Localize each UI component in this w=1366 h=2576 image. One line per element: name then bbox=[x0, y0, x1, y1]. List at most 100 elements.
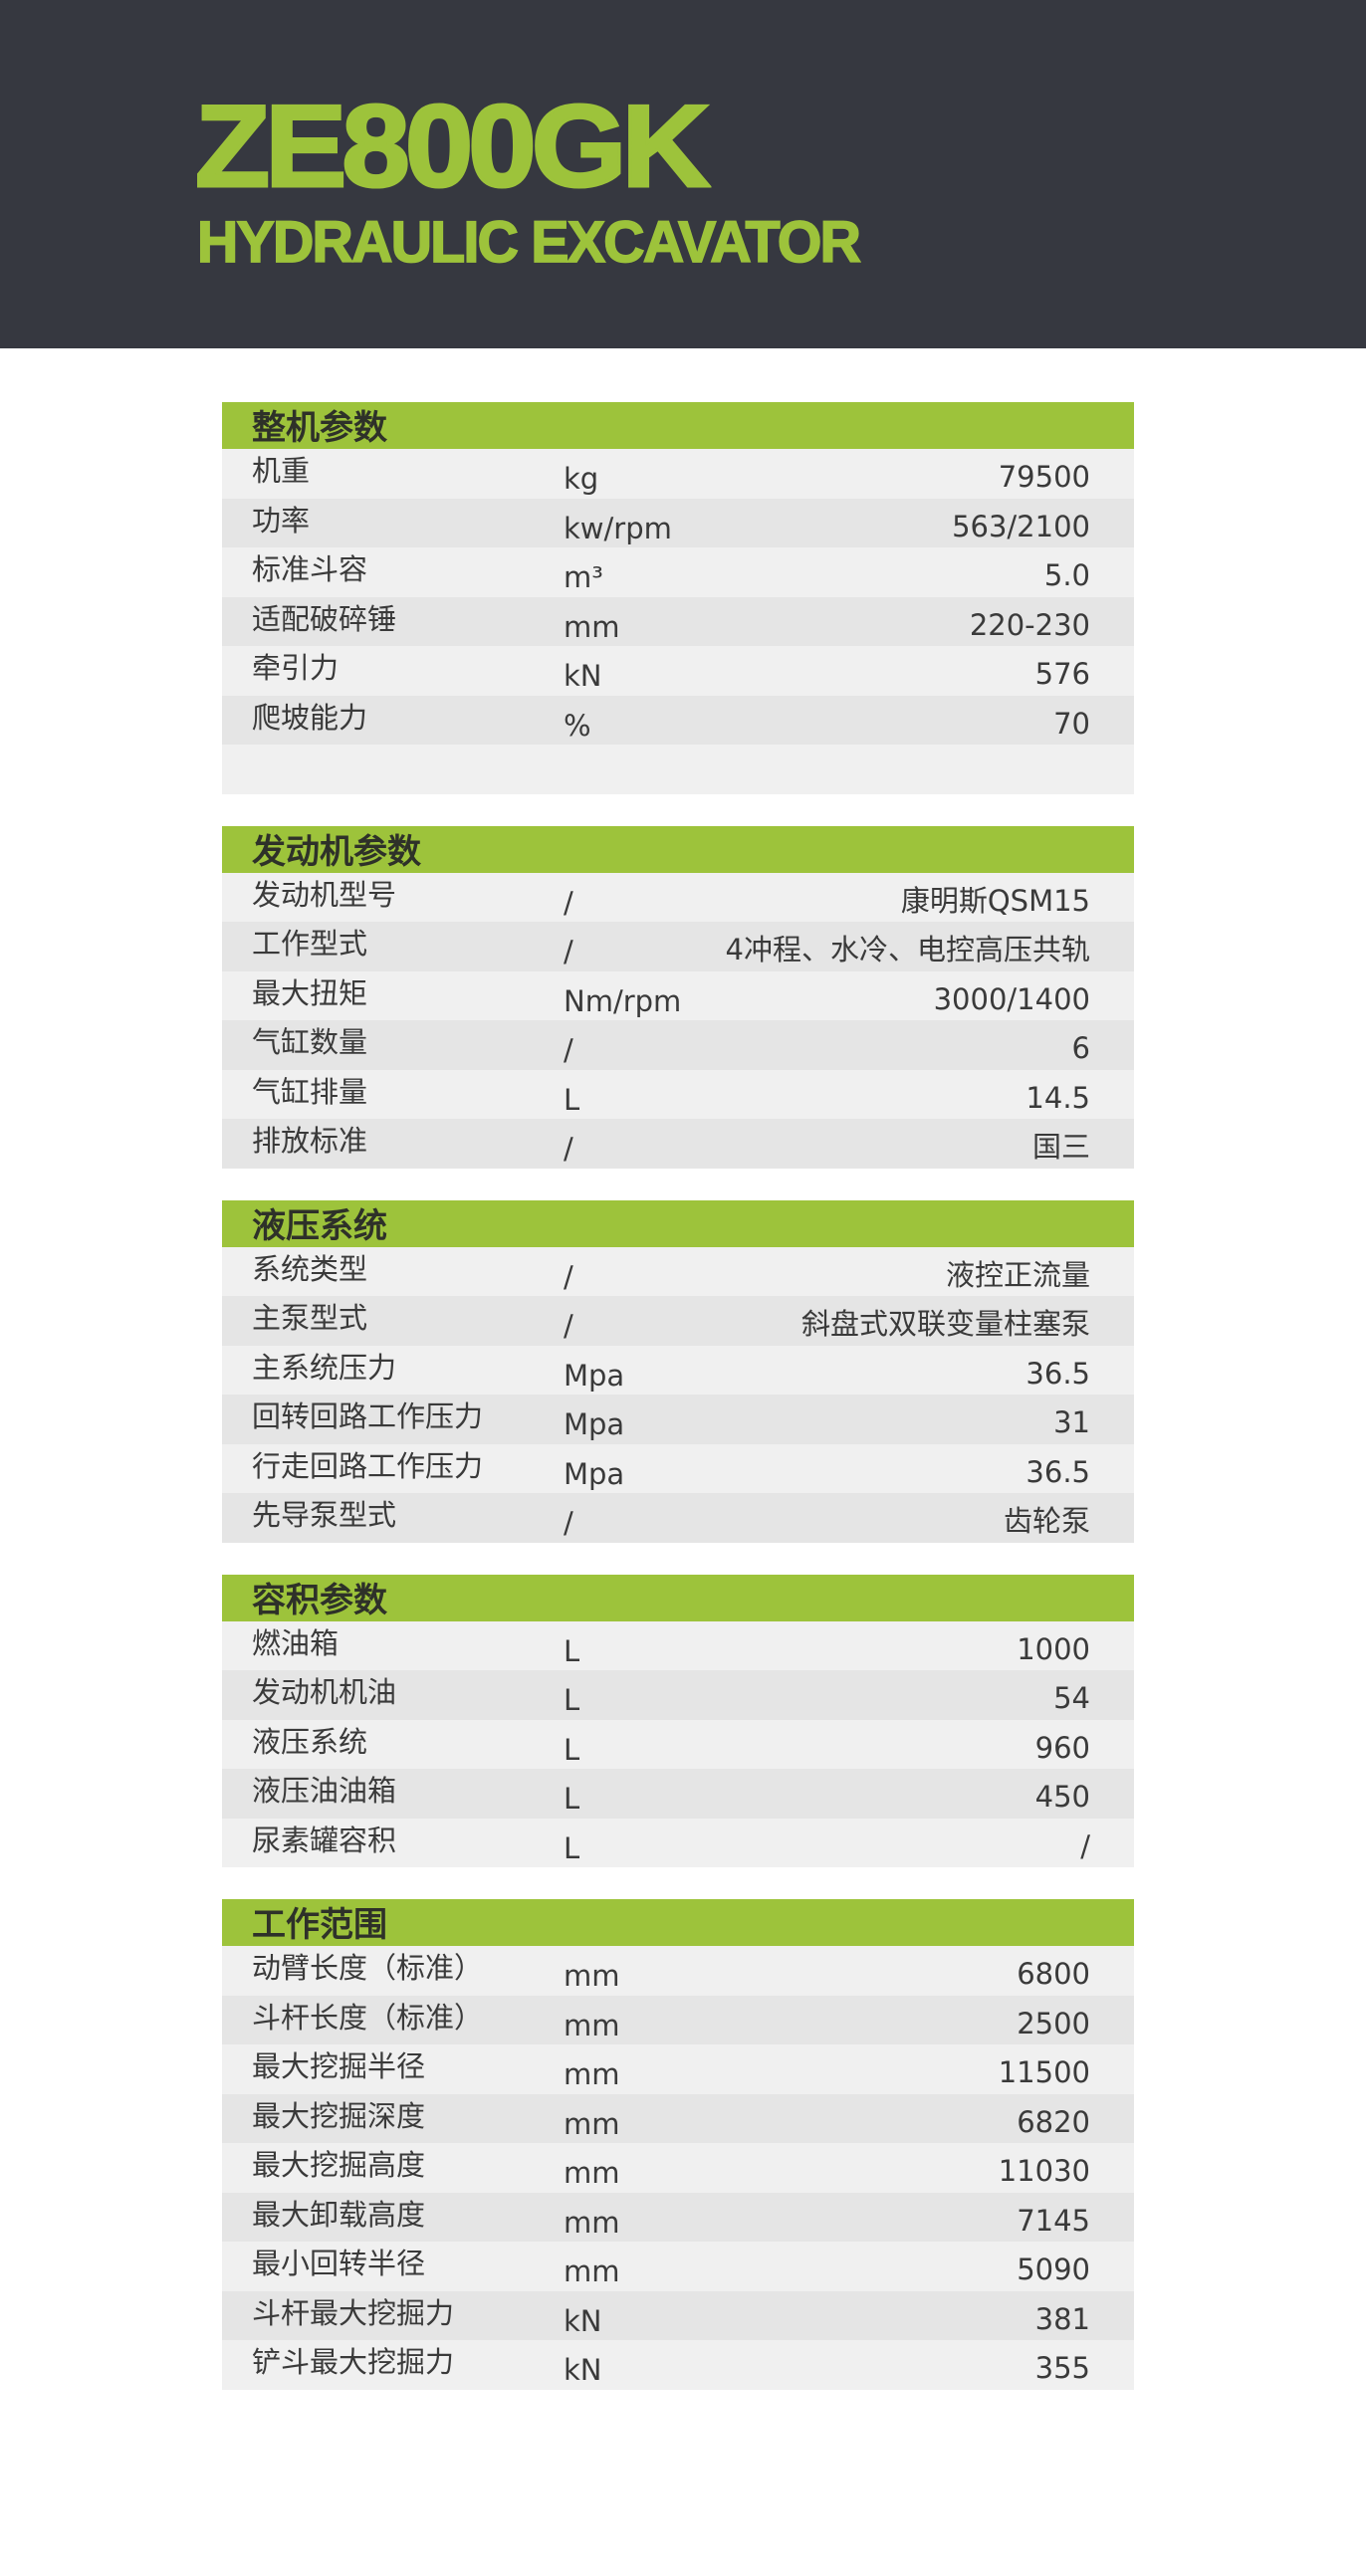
spec-row: 液压系统 L 960 bbox=[222, 1719, 1134, 1769]
section-rows: 系统类型 / 液控正流量 主泵型式 / 斜盘式双联变量柱塞泵 主系统压力 Mpa 36.5 回转回… bbox=[222, 1246, 1134, 1543]
spec-label: 最大扭矩 bbox=[252, 975, 368, 1010]
spec-unit: mm bbox=[564, 2106, 620, 2141]
spec-value: 液控正流量 bbox=[945, 1257, 1090, 1292]
spec-unit: mm bbox=[564, 2254, 620, 2288]
spec-row: 发动机型号 / 康明斯QSM15 bbox=[222, 872, 1134, 922]
spec-label: 适配破碎锤 bbox=[252, 601, 397, 636]
spec-value: 11500 bbox=[998, 2055, 1090, 2089]
spec-unit: kN bbox=[564, 659, 602, 693]
spec-value: 3000/1400 bbox=[933, 981, 1090, 1016]
spec-section: 容积参数 燃油箱 L 1000 发动机机油 L 54 液压系统 L 960 液压油油箱 L 450 尿素罐… bbox=[222, 1574, 1134, 1867]
spec-label: 发动机机油 bbox=[252, 1675, 397, 1709]
spec-label: 系统类型 bbox=[252, 1251, 368, 1286]
spec-unit: Mpa bbox=[564, 1358, 625, 1393]
spec-row: 气缸数量 / 6 bbox=[222, 1020, 1134, 1070]
spec-row: 发动机机油 L 54 bbox=[222, 1670, 1134, 1720]
spec-unit: / bbox=[564, 1259, 573, 1294]
blank-row bbox=[222, 745, 1134, 794]
spec-unit: kw/rpm bbox=[564, 511, 672, 545]
spec-value: 54 bbox=[1053, 1681, 1090, 1715]
spec-label: 斗杆长度（标准） bbox=[252, 2000, 484, 2035]
section-rows: 燃油箱 L 1000 发动机机油 L 54 液压系统 L 960 液压油油箱 L 450 尿素罐容积 L / bbox=[222, 1620, 1134, 1867]
spec-unit: / bbox=[564, 1132, 573, 1166]
spec-row: 最小回转半径 mm 5090 bbox=[222, 2242, 1134, 2291]
spec-unit: m³ bbox=[564, 560, 603, 594]
header-banner: ZE800GK HYDRAULIC EXCAVATOR bbox=[0, 0, 1366, 348]
spec-unit: / bbox=[564, 885, 573, 920]
spec-label: 最大挖掘深度 bbox=[252, 2098, 426, 2133]
spec-value: 576 bbox=[1034, 657, 1090, 691]
spec-unit: mm bbox=[564, 2057, 620, 2091]
spec-label: 最大卸载高度 bbox=[252, 2197, 426, 2232]
spec-row: 回转回路工作压力 Mpa 31 bbox=[222, 1395, 1134, 1444]
spec-unit: L bbox=[564, 1082, 580, 1117]
spec-unit: / bbox=[564, 1309, 573, 1343]
spec-value: 31 bbox=[1053, 1405, 1090, 1439]
spec-label: 机重 bbox=[252, 454, 311, 488]
spec-unit: kN bbox=[564, 2303, 602, 2338]
spec-row: 动臂长度（标准） mm 6800 bbox=[222, 1946, 1134, 1996]
spec-value: 450 bbox=[1034, 1780, 1090, 1814]
spec-unit: mm bbox=[564, 2008, 620, 2042]
spec-value: 5.0 bbox=[1043, 558, 1090, 592]
spec-row: 斗杆最大挖掘力 kN 381 bbox=[222, 2290, 1134, 2340]
spec-unit: % bbox=[564, 708, 591, 743]
spec-value: 220-230 bbox=[969, 607, 1090, 642]
spec-section: 工作范围 动臂长度（标准） mm 6800 斗杆长度（标准） mm 2500 最大挖掘半径 mm… bbox=[222, 1899, 1134, 2390]
spec-label: 液压油油箱 bbox=[252, 1774, 397, 1808]
spec-unit: mm bbox=[564, 609, 620, 644]
spec-value: 6800 bbox=[1017, 1957, 1090, 1991]
spec-row: 主系统压力 Mpa 36.5 bbox=[222, 1345, 1134, 1395]
spec-value: 6820 bbox=[1017, 2104, 1090, 2139]
spec-row: 先导泵型式 / 齿轮泵 bbox=[222, 1493, 1134, 1543]
spec-row: 排放标准 / 国三 bbox=[222, 1119, 1134, 1169]
spec-row: 牵引力 kN 576 bbox=[222, 646, 1134, 696]
spec-unit: mm bbox=[564, 1959, 620, 1993]
spec-unit: Nm/rpm bbox=[564, 983, 682, 1018]
spec-row: 燃油箱 L 1000 bbox=[222, 1620, 1134, 1670]
spec-label: 动臂长度（标准） bbox=[252, 1951, 484, 1985]
spec-value: 齿轮泵 bbox=[1003, 1504, 1090, 1538]
section-rows: 发动机型号 / 康明斯QSM15 工作型式 / 4冲程、水冷、电控高压共轨 最大扭矩 Nm/r… bbox=[222, 872, 1134, 1169]
spec-label: 排放标准 bbox=[252, 1124, 368, 1158]
spec-label: 主泵型式 bbox=[252, 1301, 368, 1335]
spec-label: 铲斗最大挖掘力 bbox=[252, 2345, 455, 2379]
section-rows: 机重 kg 79500 功率 kw/rpm 563/2100 标准斗容 m³ 5.0 适配破碎锤 m… bbox=[222, 449, 1134, 794]
spec-unit: / bbox=[564, 1033, 573, 1067]
spec-value: 960 bbox=[1034, 1730, 1090, 1765]
spec-unit: L bbox=[564, 1683, 580, 1717]
spec-label: 气缸数量 bbox=[252, 1025, 368, 1059]
spec-value: 11030 bbox=[998, 2154, 1090, 2188]
spec-row: 主泵型式 / 斜盘式双联变量柱塞泵 bbox=[222, 1296, 1134, 1346]
spec-value: 381 bbox=[1034, 2301, 1090, 2336]
spec-label: 斗杆最大挖掘力 bbox=[252, 2295, 455, 2330]
spec-unit: L bbox=[564, 1732, 580, 1767]
spec-label: 燃油箱 bbox=[252, 1625, 340, 1660]
spec-value: 6 bbox=[1071, 1031, 1090, 1065]
spec-value: 5090 bbox=[1017, 2253, 1090, 2286]
spec-value: 2500 bbox=[1017, 2006, 1090, 2040]
spec-row: 最大挖掘半径 mm 11500 bbox=[222, 2044, 1134, 2094]
spec-value: 4冲程、水冷、电控高压共轨 bbox=[725, 933, 1090, 966]
spec-label: 气缸排量 bbox=[252, 1074, 368, 1109]
spec-label: 最大挖掘高度 bbox=[252, 2148, 426, 2182]
spec-value: 康明斯QSM15 bbox=[900, 883, 1090, 918]
spec-value: 斜盘式双联变量柱塞泵 bbox=[800, 1307, 1090, 1341]
spec-value: / bbox=[1080, 1828, 1090, 1863]
section-title: 容积参数 bbox=[222, 1574, 1134, 1621]
spec-label: 爬坡能力 bbox=[252, 700, 368, 735]
spec-value: 36.5 bbox=[1025, 1454, 1090, 1489]
spec-unit: kN bbox=[564, 2353, 602, 2387]
spec-unit: Mpa bbox=[564, 1407, 625, 1441]
model-title: ZE800GK bbox=[193, 80, 712, 212]
spec-row: 机重 kg 79500 bbox=[222, 449, 1134, 499]
spec-row: 尿素罐容积 L / bbox=[222, 1818, 1134, 1867]
spec-row: 最大挖掘高度 mm 11030 bbox=[222, 2143, 1134, 2193]
spec-value: 79500 bbox=[998, 460, 1090, 494]
spec-row: 最大卸载高度 mm 7145 bbox=[222, 2192, 1134, 2242]
spec-value: 国三 bbox=[1031, 1130, 1090, 1164]
spec-label: 功率 bbox=[252, 503, 311, 537]
spec-label: 先导泵型式 bbox=[252, 1498, 397, 1532]
spec-unit: Mpa bbox=[564, 1456, 625, 1491]
section-title: 发动机参数 bbox=[222, 825, 1134, 873]
